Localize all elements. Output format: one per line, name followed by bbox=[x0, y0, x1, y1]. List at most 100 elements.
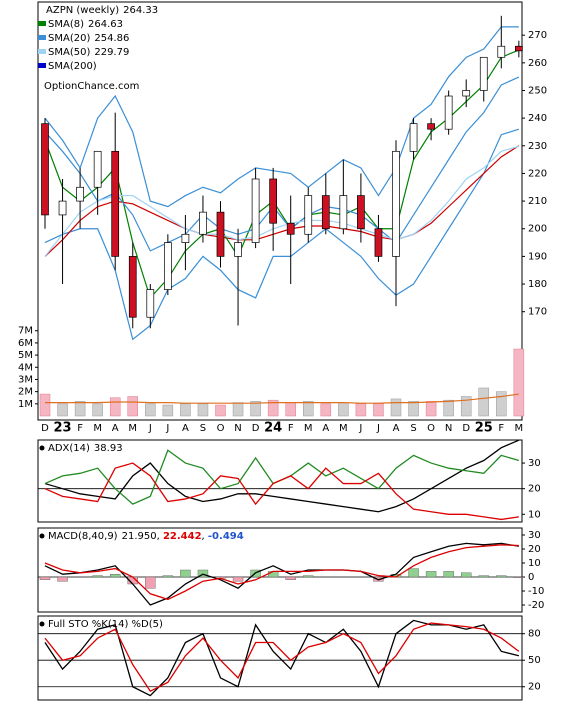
legend-name: SMA(8) bbox=[48, 19, 84, 30]
candle-body bbox=[321, 195, 330, 230]
volume-bar bbox=[425, 401, 437, 417]
y-tick-label: -20 bbox=[528, 600, 544, 611]
x-tick-label: D bbox=[462, 423, 470, 434]
y-tick-label: 10 bbox=[528, 509, 541, 520]
volume-bar bbox=[443, 399, 454, 417]
x-tick-label: 24 bbox=[264, 421, 282, 436]
x-tick-label: N bbox=[445, 423, 452, 434]
x-tick-label: M bbox=[515, 423, 524, 434]
y-tick-label: 220 bbox=[528, 168, 547, 179]
histogram-bar bbox=[109, 574, 121, 578]
panel-marker bbox=[39, 533, 45, 539]
histogram-bar bbox=[303, 575, 314, 578]
y-tick-label: -10 bbox=[528, 586, 544, 597]
volume-bar bbox=[145, 403, 156, 417]
volume-bar bbox=[267, 399, 279, 417]
volume-tick-label: 2M bbox=[18, 387, 33, 398]
panel-marker bbox=[39, 621, 45, 627]
y-tick-label: 80 bbox=[528, 629, 541, 640]
volume-tick-label: 4M bbox=[18, 362, 33, 373]
candle-body bbox=[514, 45, 523, 52]
histogram-bar bbox=[57, 576, 68, 582]
x-tick-label: A bbox=[112, 423, 119, 434]
y-tick-label: 190 bbox=[528, 251, 547, 262]
y-tick-label: 270 bbox=[528, 30, 547, 41]
x-tick-label: N bbox=[234, 423, 241, 434]
candle-body bbox=[41, 123, 49, 216]
volume-bar bbox=[285, 402, 296, 417]
candle-body bbox=[409, 123, 418, 152]
volume-bar bbox=[39, 393, 51, 417]
volume-bar bbox=[513, 348, 525, 417]
volume-bar bbox=[320, 403, 332, 417]
histogram-bar bbox=[162, 575, 174, 578]
histogram-bar bbox=[232, 576, 244, 582]
candle-body bbox=[339, 195, 348, 230]
y-tick-label: 260 bbox=[528, 58, 547, 69]
candle-body bbox=[181, 233, 190, 243]
candle-body bbox=[146, 289, 155, 318]
volume-bar bbox=[180, 403, 191, 417]
x-tick-label: J bbox=[358, 423, 362, 434]
separator: , bbox=[202, 531, 208, 542]
legend-value: 254.86 bbox=[94, 33, 129, 44]
candle-body bbox=[304, 195, 313, 235]
y-tick-label: 230 bbox=[528, 141, 547, 152]
candle-body bbox=[199, 211, 207, 235]
panel-frame bbox=[37, 439, 523, 523]
legend-entry: SMA(200) bbox=[48, 61, 97, 72]
candle-body bbox=[216, 211, 225, 257]
indicator-line bbox=[44, 449, 520, 505]
candle-body bbox=[93, 150, 102, 188]
x-tick-label: M bbox=[304, 423, 313, 434]
legend-swatch bbox=[38, 21, 46, 26]
panel-frame bbox=[37, 615, 523, 701]
histogram-bar bbox=[145, 576, 156, 589]
panel-title-name: Full STO %K(14) %D(5) bbox=[48, 619, 163, 630]
candle-body bbox=[357, 195, 365, 230]
histogram-bar bbox=[496, 575, 507, 578]
candle-body bbox=[462, 90, 471, 97]
trend-line bbox=[44, 145, 520, 257]
candle-body bbox=[128, 256, 137, 318]
candle-body bbox=[111, 150, 120, 257]
volume-bar bbox=[355, 403, 367, 417]
volume-bar bbox=[215, 404, 226, 417]
volume-bar bbox=[127, 396, 138, 417]
volume-bar bbox=[390, 398, 402, 417]
candle-body bbox=[374, 228, 383, 257]
candle-body bbox=[286, 222, 295, 235]
x-tick-label: J bbox=[165, 423, 169, 434]
x-tick-label: J bbox=[148, 423, 152, 434]
signal-value: 22.442 bbox=[163, 531, 202, 542]
candle-body bbox=[234, 242, 242, 257]
volume-bar bbox=[109, 397, 121, 417]
histogram-bar bbox=[285, 576, 296, 580]
legend-value: 264.63 bbox=[88, 19, 123, 30]
legend-name: SMA(200) bbox=[48, 61, 97, 72]
legend-swatch bbox=[38, 49, 46, 54]
volume-bar bbox=[232, 402, 244, 417]
sma-line bbox=[44, 76, 520, 252]
upper-band bbox=[44, 26, 519, 208]
y-tick-label: 0 bbox=[528, 572, 534, 583]
x-tick-label: 25 bbox=[475, 421, 493, 436]
volume-bar bbox=[478, 387, 489, 417]
lower-band bbox=[44, 128, 520, 341]
volume-tick-label: 5M bbox=[18, 350, 33, 361]
y-tick-label: 30 bbox=[528, 530, 541, 541]
y-tick-label: 180 bbox=[528, 279, 547, 290]
candle-body bbox=[58, 200, 67, 216]
indicator-line bbox=[44, 622, 520, 692]
panel-title-name: MACD(8,40,9) bbox=[48, 531, 118, 542]
histogram-value: -0.494 bbox=[208, 531, 244, 542]
legend-swatch bbox=[38, 35, 46, 40]
candle-body bbox=[427, 123, 435, 130]
volume-bar bbox=[460, 396, 472, 417]
x-tick-label: A bbox=[393, 423, 400, 434]
candle-body bbox=[251, 178, 260, 243]
x-tick-label: M bbox=[93, 423, 102, 434]
x-tick-label: F bbox=[288, 423, 294, 434]
volume-bar bbox=[496, 391, 507, 417]
x-tick-label: A bbox=[322, 423, 329, 434]
